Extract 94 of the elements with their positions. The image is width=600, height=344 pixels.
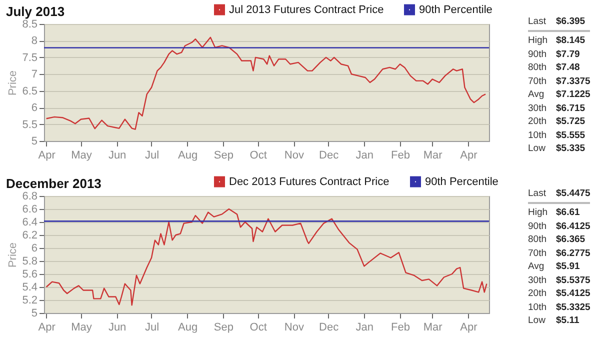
x-tick-label: Apr [38, 150, 56, 162]
text: $6.2775 [556, 248, 590, 260]
legend-label: 90th Percentile [419, 4, 492, 16]
text: $7.1225 [556, 89, 590, 102]
y-tick-label: 5.5 [22, 118, 38, 131]
text: 30th [528, 102, 548, 116]
y-axis-title: Price [7, 70, 20, 96]
x-tick-label: Apr [38, 322, 56, 334]
text: Low [528, 143, 546, 156]
text: $6.365 [556, 234, 586, 247]
x-tick-label: Jan [356, 150, 374, 162]
legend-label: 90th Percentile [425, 176, 498, 188]
text: $5.91 [556, 261, 581, 274]
text: $6.395 [556, 16, 590, 31]
text: 80th [528, 234, 548, 247]
y-axis-title: Price [7, 242, 20, 268]
x-tick-label: Mar [423, 322, 443, 334]
x-tick-label: Jul [144, 322, 160, 334]
text: $5.5375 [556, 274, 590, 288]
y-tick-label: 6.2 [22, 230, 38, 242]
chart-title: July 2013 [6, 4, 65, 19]
chart-title: December 2013 [6, 176, 102, 191]
text: High [528, 34, 549, 48]
x-tick-label: Feb [391, 150, 410, 162]
text: $7.48 [556, 62, 581, 75]
text: Avg [528, 261, 546, 274]
text: $6.61 [556, 206, 581, 220]
text: $7.3375 [556, 76, 590, 88]
y-tick-label: 6.8 [22, 190, 38, 202]
y-tick-label: 6 [31, 242, 38, 254]
x-tick-label: Feb [391, 322, 410, 334]
text: Last [528, 188, 556, 203]
y-tick-label: 7 [31, 68, 38, 81]
x-tick-label: Jun [108, 150, 126, 162]
x-tick-label: Aug [178, 322, 198, 334]
text: 80th [528, 62, 548, 75]
x-tick-label: Nov [284, 150, 304, 162]
text: 90th [528, 220, 548, 234]
x-tick-label: May [71, 322, 92, 334]
y-tick-label: 8.5 [22, 18, 38, 30]
line-series [46, 36, 486, 130]
text: Avg [528, 89, 546, 102]
x-tick-label: Oct [250, 322, 267, 334]
text: 10th [528, 130, 548, 142]
y-tick-label: 7.5 [22, 52, 38, 64]
x-tick-label: Apr [460, 150, 478, 162]
text: $5.4475 [556, 188, 590, 203]
text: $5.725 [556, 116, 586, 129]
legend-label: Dec 2013 Futures Contract Price [229, 176, 390, 188]
text: 10th [528, 302, 548, 314]
x-tick-label: Dec [319, 322, 340, 334]
y-tick-label: 5 [31, 136, 38, 148]
text: 30th [528, 274, 548, 288]
text: High [528, 206, 549, 220]
x-tick-label: May [71, 150, 92, 162]
text: 20th [528, 116, 548, 129]
x-tick-label: Aug [178, 150, 198, 162]
y-tick-label: 5.6 [22, 268, 38, 280]
text: $5.555 [556, 130, 586, 142]
text: 70th [528, 248, 548, 260]
x-tick-label: Dec [319, 150, 340, 162]
x-tick-label: Jul [144, 150, 160, 162]
y-tick-label: 6.6 [22, 204, 38, 216]
text: $6.4125 [556, 220, 590, 234]
text: $5.3325 [556, 302, 590, 314]
x-tick-label: Sep [214, 150, 234, 162]
text: $7.79 [556, 48, 581, 62]
y-tick-label: 5.2 [22, 294, 38, 306]
y-tick-label: 6 [31, 102, 38, 114]
text: 20th [528, 288, 548, 301]
text: Last [528, 16, 556, 31]
line-series [46, 208, 488, 306]
text: 70th [528, 76, 548, 88]
y-tick-label: 5 [31, 308, 38, 320]
text: 90th [528, 48, 548, 62]
x-tick-label: Sep [214, 322, 234, 334]
y-tick-label: 6.5 [22, 85, 38, 98]
legend-label: Jul 2013 Futures Contract Price [229, 4, 384, 16]
text: $5.4125 [556, 288, 590, 301]
text: $6.715 [556, 102, 586, 116]
text: Low [528, 315, 546, 328]
y-tick-label: 5.4 [22, 282, 38, 294]
x-tick-label: Jan [356, 322, 374, 334]
x-tick-label: Oct [250, 150, 267, 162]
text: $5.335 [556, 143, 586, 156]
y-tick-label: 5.8 [22, 256, 38, 268]
x-tick-label: Apr [460, 322, 478, 334]
x-tick-label: Mar [423, 150, 443, 162]
x-tick-label: Nov [284, 322, 304, 334]
x-tick-label: Jun [108, 322, 126, 334]
y-tick-label: 8 [31, 35, 38, 48]
y-tick-label: 6.4 [22, 216, 38, 228]
text: $5.11 [556, 315, 580, 328]
text: $8.145 [556, 34, 586, 48]
